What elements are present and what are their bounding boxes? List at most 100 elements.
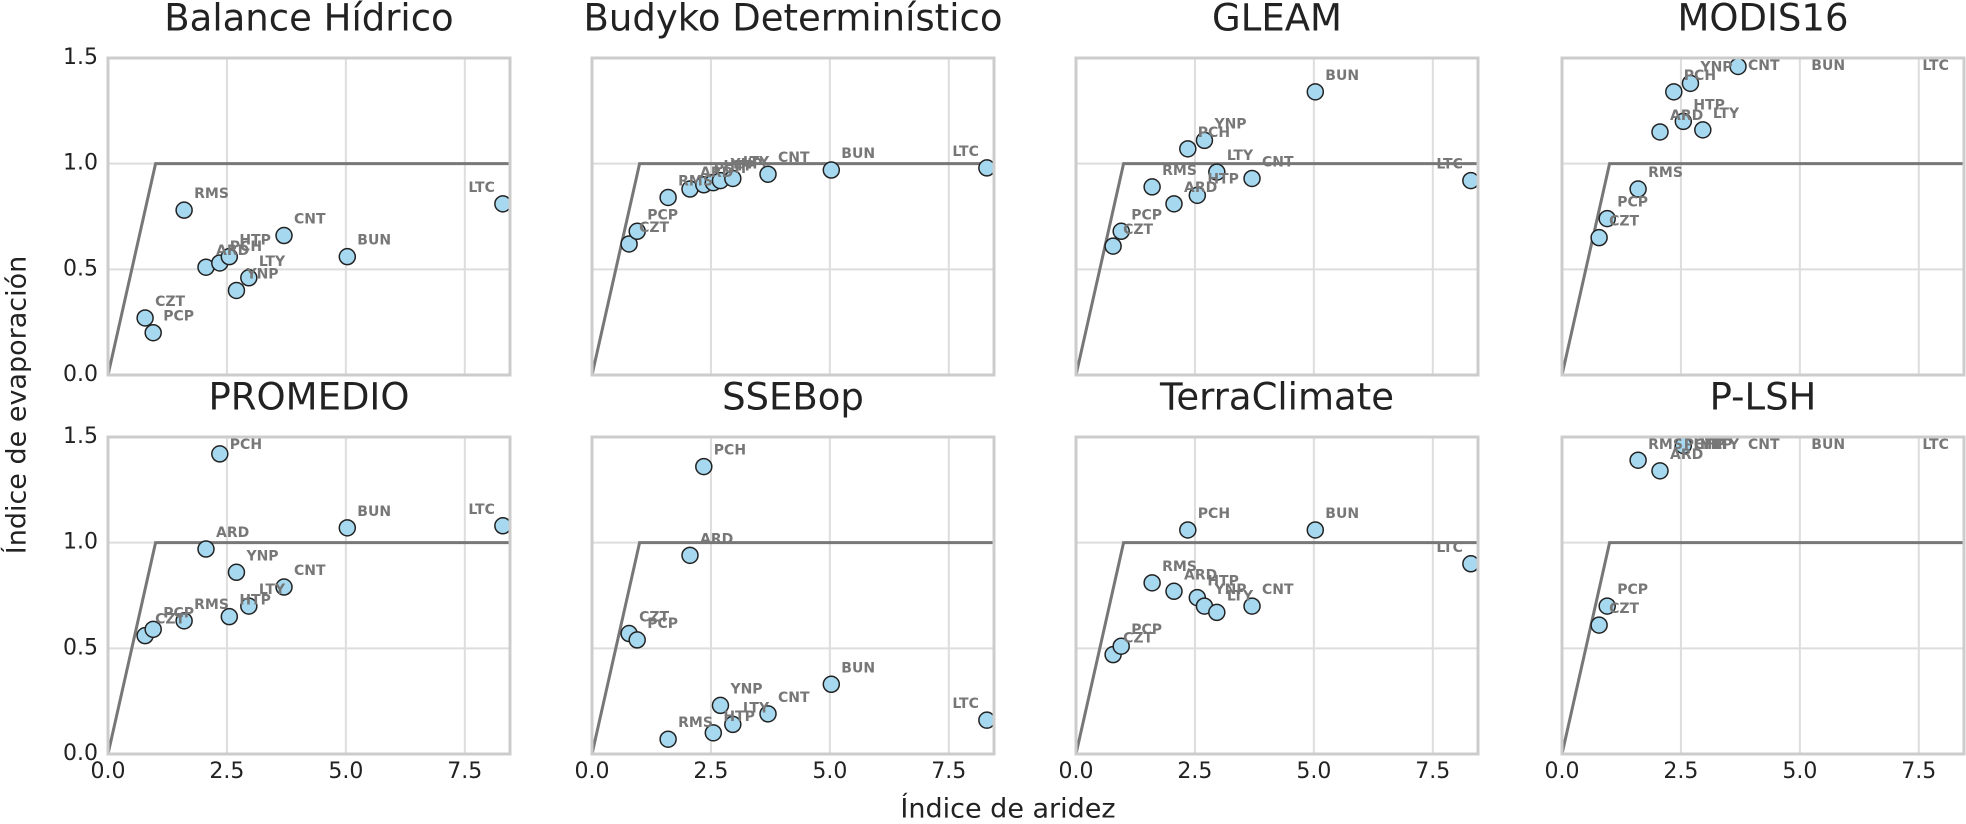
point-label: ARD bbox=[1670, 447, 1703, 463]
x-tick-label: 2.5 bbox=[209, 759, 244, 784]
point bbox=[197, 540, 215, 558]
point-label: RMS bbox=[1648, 165, 1683, 181]
point bbox=[1598, 597, 1616, 615]
budyko-limit bbox=[108, 541, 510, 754]
point-label: LTC bbox=[1922, 58, 1948, 74]
point bbox=[1949, 408, 1965, 424]
point-label: BUN bbox=[357, 233, 391, 249]
point-label: PCH bbox=[714, 161, 746, 177]
point-label: CNT bbox=[778, 690, 810, 706]
x-tick-label: 2.5 bbox=[1663, 759, 1698, 784]
point-label: CNT bbox=[294, 212, 326, 228]
panel-frame bbox=[1074, 435, 1480, 756]
y-tick-label: 1.5 bbox=[63, 424, 98, 449]
budyko-limit bbox=[108, 162, 510, 375]
panel-title: GLEAM bbox=[1212, 0, 1342, 40]
point-label: LTY bbox=[1713, 437, 1740, 453]
point-label: PCH bbox=[1198, 506, 1230, 522]
x-tick-label: 5.0 bbox=[328, 759, 363, 784]
x-tick-label: 0.0 bbox=[575, 759, 610, 784]
point bbox=[275, 226, 293, 245]
x-tick-label: 7.5 bbox=[1415, 759, 1450, 784]
point bbox=[1208, 163, 1226, 181]
point bbox=[1306, 83, 1325, 101]
point-label: BUN bbox=[841, 146, 875, 162]
point bbox=[1243, 169, 1261, 188]
point bbox=[240, 269, 258, 287]
point-label: RMS bbox=[1162, 559, 1197, 575]
point-label: LTY bbox=[1227, 148, 1254, 164]
point bbox=[227, 281, 246, 300]
y-tick-label: 1.5 bbox=[63, 45, 98, 70]
point bbox=[220, 247, 239, 266]
point bbox=[144, 620, 162, 639]
panel-frame bbox=[1560, 435, 1966, 756]
point-label: ARD bbox=[216, 243, 249, 259]
point-label: ARD bbox=[1670, 108, 1703, 124]
point bbox=[1694, 121, 1712, 139]
point-label: ARD bbox=[700, 165, 733, 181]
point-label: CZT bbox=[155, 294, 185, 310]
point bbox=[681, 546, 699, 565]
point-label: BUN bbox=[1811, 58, 1845, 74]
panel-frame bbox=[1560, 56, 1966, 377]
point-label: BUN bbox=[1325, 506, 1359, 522]
point-label: PCH bbox=[1684, 437, 1716, 453]
point bbox=[1112, 222, 1130, 241]
panel-title: Balance Hídrico bbox=[164, 0, 453, 40]
point bbox=[628, 631, 646, 649]
point-label: BUN bbox=[1325, 68, 1359, 84]
point bbox=[1195, 131, 1214, 150]
x-tick-label: 5.0 bbox=[812, 759, 847, 784]
budyko-limit bbox=[592, 541, 994, 754]
point bbox=[1695, 408, 1711, 424]
point bbox=[1208, 603, 1226, 622]
point-label: LTY bbox=[259, 254, 286, 270]
point-label: PCP bbox=[1131, 207, 1162, 223]
point-label: HTP bbox=[723, 159, 755, 175]
point-label: YNP bbox=[245, 266, 278, 282]
point bbox=[695, 457, 713, 476]
point-label: HTP bbox=[239, 233, 271, 249]
plot-area bbox=[1562, 29, 1965, 375]
point bbox=[628, 222, 646, 241]
point bbox=[1112, 637, 1130, 655]
panel: PROMEDIO 0.0 2.5 5.0 7.5 0.0 0.5 1.0 1.5 CZTPCPRM… bbox=[63, 376, 512, 784]
point-label: CZT bbox=[1123, 222, 1153, 238]
plot-area bbox=[592, 457, 994, 754]
point bbox=[1949, 29, 1965, 45]
panel-frame bbox=[106, 435, 512, 756]
point-label: LTY bbox=[259, 582, 286, 598]
budyko-limit bbox=[1562, 162, 1964, 375]
y-tick-label: 0.5 bbox=[63, 256, 98, 281]
point bbox=[1243, 597, 1261, 615]
plot-area bbox=[108, 162, 510, 375]
point-label: CNT bbox=[294, 563, 326, 579]
plot-area bbox=[1076, 521, 1478, 754]
point-label: PCH bbox=[1684, 68, 1716, 84]
point-label: CZT bbox=[1123, 631, 1153, 647]
point-label: HTP bbox=[1207, 574, 1239, 590]
point-label: CZT bbox=[639, 610, 669, 626]
plot-area bbox=[1562, 408, 1965, 754]
point bbox=[1179, 521, 1197, 539]
point bbox=[822, 161, 841, 179]
point bbox=[1104, 237, 1122, 255]
point bbox=[978, 159, 994, 177]
point-label: CNT bbox=[1262, 582, 1294, 598]
budyko-limit bbox=[592, 162, 994, 375]
point-label: RMS bbox=[678, 173, 713, 189]
x-tick-label: 7.5 bbox=[447, 759, 482, 784]
panel-title: PROMEDIO bbox=[209, 376, 410, 419]
point bbox=[711, 696, 730, 715]
point bbox=[1666, 408, 1682, 424]
panel-frame bbox=[106, 56, 512, 377]
point-label: BUN bbox=[841, 660, 875, 676]
y-tick-label: 0.5 bbox=[63, 635, 98, 660]
point-label: LTY bbox=[1713, 106, 1740, 122]
point-label: YNP bbox=[1213, 582, 1246, 598]
x-tick-label: 0.0 bbox=[1545, 759, 1580, 784]
point bbox=[1165, 582, 1183, 601]
